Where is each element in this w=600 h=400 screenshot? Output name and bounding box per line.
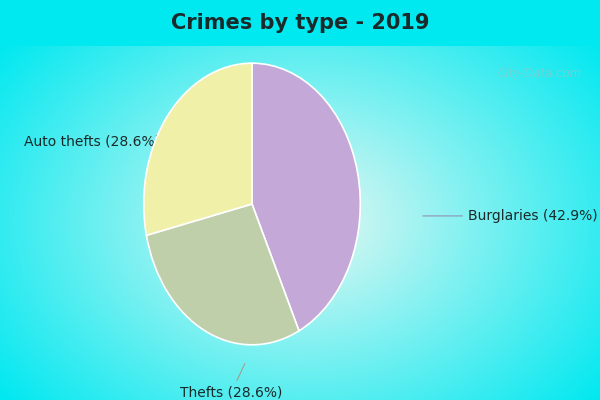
Text: Burglaries (42.9%): Burglaries (42.9%) xyxy=(423,209,598,223)
Text: City-Data.com: City-Data.com xyxy=(498,67,582,80)
Wedge shape xyxy=(252,63,361,331)
Wedge shape xyxy=(146,204,299,345)
Text: Crimes by type - 2019: Crimes by type - 2019 xyxy=(171,13,429,33)
Text: Thefts (28.6%): Thefts (28.6%) xyxy=(180,364,283,400)
Text: Auto thefts (28.6%): Auto thefts (28.6%) xyxy=(24,131,189,148)
Wedge shape xyxy=(143,63,252,235)
